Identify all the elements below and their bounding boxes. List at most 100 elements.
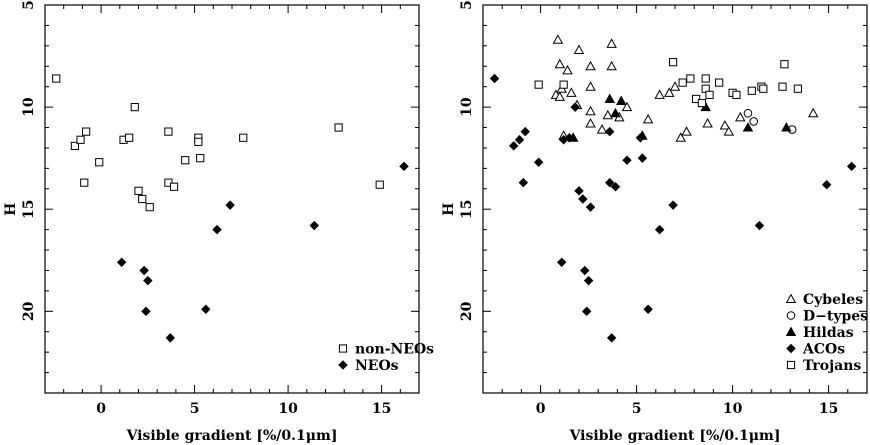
right-panel: 0 5 10 15 5 10 15 20 CybelesD−typesHildasACOsTr… bbox=[441, 0, 868, 444]
data-point bbox=[141, 306, 151, 317]
data-point bbox=[615, 95, 627, 105]
data-point bbox=[604, 177, 615, 188]
data-point bbox=[606, 60, 617, 71]
data-point bbox=[239, 133, 248, 142]
y-tick-label: 20 bbox=[21, 301, 37, 321]
data-point bbox=[375, 180, 384, 189]
data-point bbox=[520, 126, 530, 137]
data-point bbox=[759, 84, 768, 93]
data-point bbox=[604, 93, 615, 103]
data-point bbox=[747, 86, 756, 95]
data-point bbox=[552, 34, 564, 44]
legend-label: Trojans bbox=[803, 358, 861, 374]
x-tick-label: 0 bbox=[96, 401, 106, 417]
data-point bbox=[585, 105, 596, 116]
data-point bbox=[164, 127, 173, 136]
data-point bbox=[76, 135, 85, 144]
data-point bbox=[697, 98, 706, 108]
data-point bbox=[821, 179, 832, 190]
data-point bbox=[723, 126, 735, 136]
data-point bbox=[82, 127, 91, 136]
data-point bbox=[578, 194, 588, 204]
data-point bbox=[489, 73, 500, 84]
x-tick-label: 5 bbox=[632, 401, 642, 417]
left-x-axis-label: Visible gradient [%/0.1μm] bbox=[126, 428, 338, 444]
y-tick-label: 10 bbox=[21, 97, 37, 117]
data-point bbox=[846, 161, 857, 172]
legend-label: D−types bbox=[803, 309, 868, 325]
data-point bbox=[606, 38, 617, 48]
data-point bbox=[663, 87, 675, 97]
data-point bbox=[134, 186, 143, 195]
data-point bbox=[701, 74, 710, 83]
data-point bbox=[621, 101, 633, 112]
data-point bbox=[570, 102, 580, 112]
legend-label: ACOs bbox=[802, 342, 845, 358]
data-point bbox=[139, 265, 149, 276]
data-point bbox=[742, 122, 754, 132]
x-tick-label: 15 bbox=[372, 401, 391, 417]
data-point bbox=[749, 117, 759, 126]
y-tick-label: 15 bbox=[21, 199, 37, 218]
legend-marker bbox=[338, 344, 348, 353]
data-point bbox=[52, 74, 61, 83]
data-point bbox=[138, 194, 147, 204]
y-tick-label: 15 bbox=[459, 199, 475, 218]
data-point bbox=[642, 113, 654, 124]
data-point bbox=[508, 141, 519, 151]
y-tick-label: 20 bbox=[459, 301, 475, 321]
data-point bbox=[533, 157, 544, 167]
data-point bbox=[130, 103, 139, 112]
right-points bbox=[489, 34, 857, 343]
data-point bbox=[719, 120, 731, 130]
data-point bbox=[622, 155, 632, 165]
right-axes-frame bbox=[482, 4, 868, 394]
left-points bbox=[52, 74, 409, 343]
data-point bbox=[780, 60, 789, 69]
left-y-axis-label: H bbox=[3, 203, 19, 216]
data-point bbox=[566, 87, 577, 97]
left-axes-frame bbox=[44, 4, 420, 394]
data-point bbox=[309, 220, 320, 231]
right-x-axis-label: Visible gradient [%/0.1μm] bbox=[569, 428, 781, 444]
data-point bbox=[715, 78, 724, 87]
data-point bbox=[585, 60, 596, 71]
data-point bbox=[654, 224, 665, 235]
legend-marker bbox=[786, 343, 796, 354]
right-ticks bbox=[482, 4, 868, 394]
x-tick-label: 0 bbox=[536, 401, 546, 417]
data-point bbox=[702, 118, 713, 128]
data-point bbox=[675, 132, 687, 142]
data-point bbox=[606, 333, 617, 343]
data-point bbox=[573, 44, 585, 54]
right-y-axis-label: H bbox=[441, 203, 457, 216]
data-point bbox=[116, 257, 127, 268]
data-point bbox=[754, 220, 765, 231]
data-point bbox=[554, 91, 566, 101]
data-point bbox=[562, 64, 573, 75]
data-point bbox=[80, 178, 89, 187]
data-point bbox=[705, 90, 714, 99]
x-tick-label: 5 bbox=[190, 401, 200, 417]
y-tick-label: 5 bbox=[21, 0, 37, 10]
data-point bbox=[686, 74, 695, 83]
data-point bbox=[564, 133, 575, 143]
data-point bbox=[143, 275, 153, 286]
data-point bbox=[654, 89, 665, 99]
data-point bbox=[574, 186, 584, 196]
data-point bbox=[678, 78, 687, 87]
data-point bbox=[514, 135, 525, 145]
data-point bbox=[334, 123, 343, 132]
legend-marker bbox=[785, 326, 797, 337]
data-point bbox=[554, 58, 566, 69]
data-point bbox=[643, 304, 653, 314]
left-tick-labels: 0 5 10 15 5 10 15 20 bbox=[21, 0, 391, 417]
legend-marker bbox=[786, 311, 796, 320]
data-point bbox=[637, 153, 648, 163]
legend-marker bbox=[338, 360, 348, 370]
data-point bbox=[681, 126, 692, 136]
x-tick-label: 15 bbox=[819, 401, 838, 417]
